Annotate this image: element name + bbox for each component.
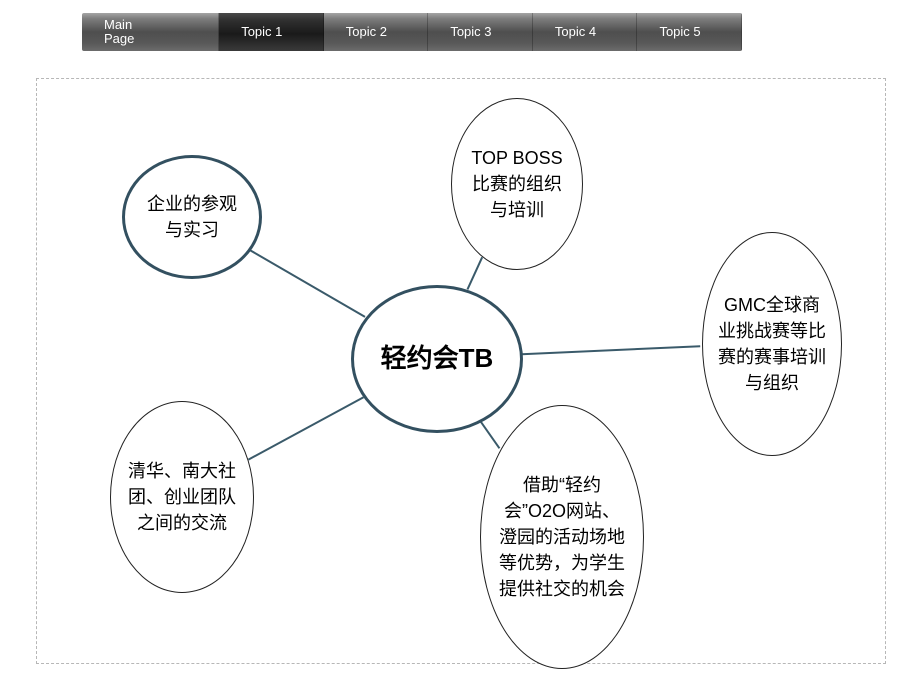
nav-main-page[interactable]: Main Page: [82, 13, 219, 51]
nav-topic-3[interactable]: Topic 3: [428, 13, 533, 51]
mindmap-edge: [522, 346, 701, 354]
node-label: 轻约会TB: [354, 340, 520, 378]
mindmap-edge: [248, 397, 363, 459]
mindmap-edge: [480, 421, 499, 448]
mindmap-node-n1: 企业的参观与实习: [122, 155, 262, 279]
mindmap-center-node: 轻约会TB: [351, 285, 523, 433]
node-label: 借助“轻约会”O2O网站、澄园的活动场地等优势，为学生提供社交的机会: [481, 472, 643, 602]
node-label: 清华、南大社团、创业团队之间的交流: [111, 458, 253, 536]
nav-topic-5[interactable]: Topic 5: [637, 13, 742, 51]
nav-topic-4[interactable]: Topic 4: [533, 13, 638, 51]
node-label: 企业的参观与实习: [125, 191, 259, 243]
node-label: GMC全球商业挑战赛等比赛的赛事培训与组织: [703, 292, 841, 396]
node-label: TOP BOSS比赛的组织与培训: [452, 145, 582, 223]
mindmap-edge: [250, 250, 365, 316]
mindmap-node-n4: 借助“轻约会”O2O网站、澄园的活动场地等优势，为学生提供社交的机会: [480, 405, 644, 669]
top-nav: Main PageTopic 1Topic 2Topic 3Topic 4Top…: [82, 13, 742, 51]
nav-topic-1[interactable]: Topic 1: [219, 13, 324, 51]
mindmap-edge: [467, 257, 482, 289]
nav-topic-2[interactable]: Topic 2: [324, 13, 429, 51]
mindmap-node-n5: 清华、南大社团、创业团队之间的交流: [110, 401, 254, 593]
mindmap-node-n2: TOP BOSS比赛的组织与培训: [451, 98, 583, 270]
diagram-canvas: 轻约会TB 企业的参观与实习 TOP BOSS比赛的组织与培训 GMC全球商业挑战赛等…: [36, 78, 886, 664]
mindmap-node-n3: GMC全球商业挑战赛等比赛的赛事培训与组织: [702, 232, 842, 456]
